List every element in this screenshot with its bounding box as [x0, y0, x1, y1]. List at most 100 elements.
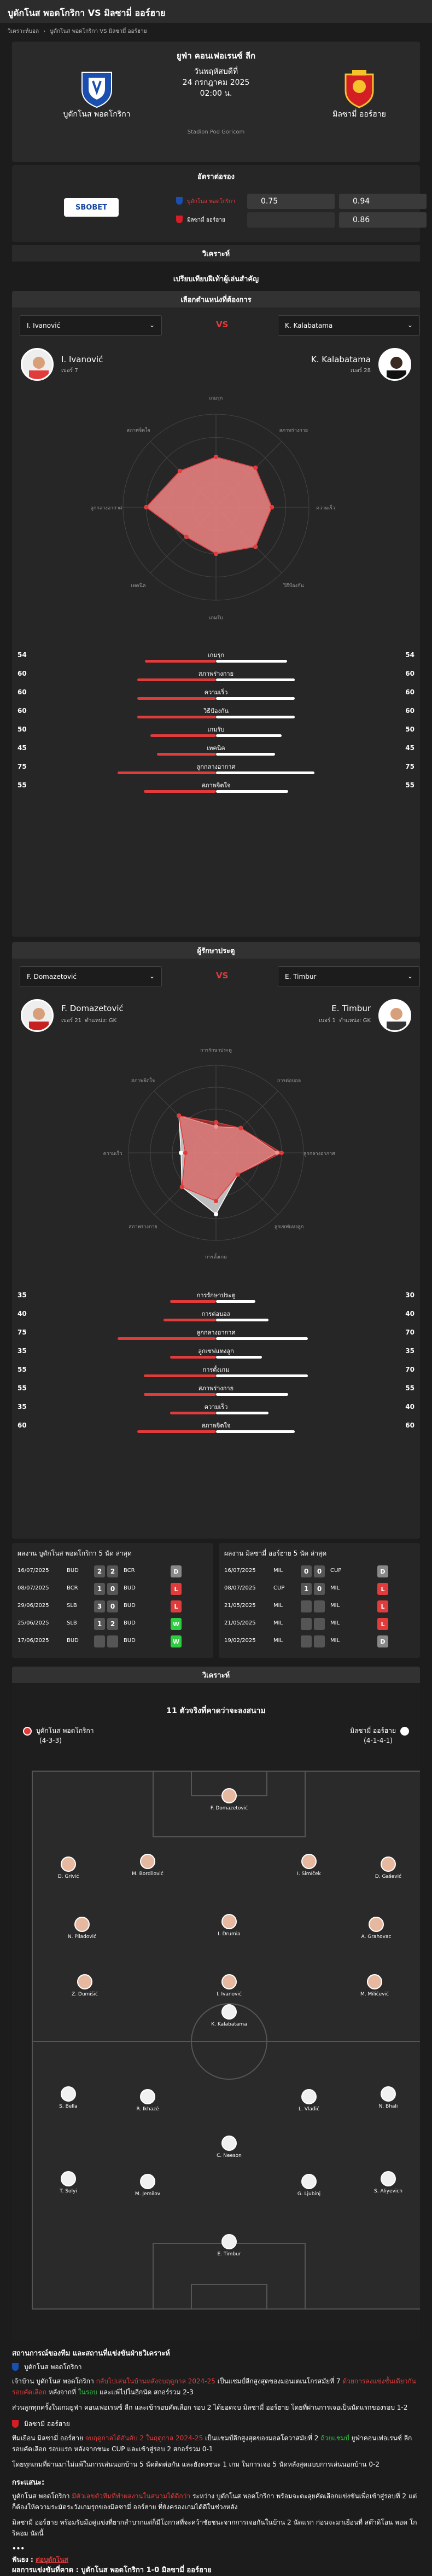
lineup-tab[interactable]: วิเคราะห์	[12, 245, 420, 262]
lineup-player[interactable]: G. Ljubinj	[284, 2174, 334, 2197]
stat-home-value: 50	[17, 726, 27, 733]
stat-home-value: 54	[17, 651, 27, 659]
lineup-player[interactable]: R. Ikhazé	[123, 2089, 172, 2112]
odds-row-home: บูดักโนส พอดโกริกา 0.75 0.94	[176, 194, 427, 209]
lineup-player[interactable]: M. Jemilov	[123, 2174, 172, 2197]
stat-away-value: 40	[405, 1403, 415, 1411]
lineup-player[interactable]: D. Grivić	[44, 1856, 93, 1879]
odds-away-price[interactable]: 0.86	[339, 212, 427, 228]
home-player-select[interactable]: I. Ivanović ⌄	[20, 315, 162, 336]
odds-home-price[interactable]: 0.94	[339, 194, 427, 209]
lineup-player[interactable]: I. Drumia	[205, 1914, 254, 1937]
stat-label: วิธีป้องกัน	[203, 707, 229, 715]
stat-away-value: 60	[405, 688, 415, 696]
radar-label: สภาพร่างกาย	[129, 1225, 157, 1230]
stat-away-bar	[216, 1356, 262, 1359]
player-avatar	[77, 1974, 92, 1989]
stat-home-bar	[145, 660, 216, 663]
lineup-player[interactable]: E. Timbur	[205, 2234, 254, 2257]
form-row[interactable]: 08/07/2025 BCR 1 0 BUD L	[12, 1581, 213, 1597]
lineup-player[interactable]: N. Piladović	[57, 1917, 107, 1940]
odds-row-away: มิลซามี่ ออร์ฮาย 0.86	[176, 212, 427, 228]
home-player-avatar	[21, 348, 54, 381]
home-team-name[interactable]: บูดักโนส พอดโกริกา	[63, 110, 131, 119]
odds-home-team: บูดักโนส พอดโกริกา	[187, 198, 235, 205]
recent-form: ผลงาน บูดักโนส พอดโกริกา 5 นัด ล่าสุด 16…	[12, 1543, 420, 1663]
odds-home-handicap[interactable]: 0.75	[247, 194, 335, 209]
radar-label: เกมรุก	[209, 396, 223, 401]
form-row[interactable]: 16/07/2025 MIL 0 0 CUP D	[219, 1564, 420, 1579]
lineup-player[interactable]: N. Bhali	[364, 2086, 413, 2109]
lineup-player[interactable]: C. Neeson	[205, 2136, 254, 2159]
lineup-player[interactable]: M. Miličević	[350, 1974, 399, 1997]
away-team-name[interactable]: มิลซามี่ ออร์ฮาย	[332, 110, 386, 119]
breadcrumb-current: บูดักโนส พอดโกริกา VS มิลซามี่ ออร์ฮาย	[50, 28, 147, 34]
player-avatar	[301, 1854, 317, 1869]
player-avatar	[367, 1974, 382, 1989]
form-team-1: BUD	[67, 1638, 79, 1644]
form-row[interactable]: 29/06/2025 SLB 3 0 BUD L	[12, 1599, 213, 1614]
lineup-player[interactable]: I. Simíček	[284, 1854, 334, 1877]
stat-home-value: 55	[17, 1384, 27, 1392]
odds-away-handicap[interactable]	[247, 212, 335, 228]
lineup-player[interactable]: T. Solyi	[44, 2171, 93, 2194]
form-row[interactable]: 25/06/2025 SLB 1 2 BUD W	[12, 1616, 213, 1632]
stat-label: การตั้งเกม	[202, 1366, 230, 1373]
player-name: S. Aliyevich	[374, 2189, 402, 2194]
form-score-1: 2	[94, 1565, 105, 1577]
away-formation: (4-1-4-1)	[364, 1737, 393, 1744]
form-row[interactable]: 08/07/2025 CUP 1 0 MIL L	[219, 1581, 420, 1597]
form-date: 17/06/2025	[17, 1638, 49, 1644]
form-row[interactable]: 19/02/2025 MIL MIL D	[219, 1634, 420, 1649]
form-result-badge: L	[171, 1583, 182, 1595]
breadcrumb-home-link[interactable]: วิเคราะห์บอล	[8, 28, 39, 34]
home-gk-select[interactable]: F. Domazetović ⌄	[20, 966, 162, 987]
stat-home-bar	[118, 1337, 216, 1340]
form-team-2: MIL	[330, 1620, 340, 1626]
stat-away-value: 50	[405, 726, 415, 733]
lineup-player[interactable]: K. Kalabatama	[205, 2004, 254, 2027]
bookmaker-logo[interactable]: SBOBET	[64, 198, 119, 217]
form-row[interactable]: 17/06/2025 BUD BUD W	[12, 1634, 213, 1649]
player-avatar	[74, 1917, 90, 1932]
lineup-player[interactable]: A. Grahovac	[352, 1917, 401, 1940]
stat-label: ลูกกลางอากาศ	[196, 763, 236, 770]
stat-home-value: 55	[17, 781, 27, 789]
form-team-2: MIL	[330, 1603, 340, 1609]
radar-label: ความเร็ว	[103, 1150, 122, 1157]
radar-label: สภาพจิตใจ	[131, 1077, 155, 1083]
lineup-player[interactable]: S. Bella	[44, 2086, 93, 2109]
lineup-player[interactable]: M. Bordilović	[123, 1854, 172, 1877]
player-name: I. Ivanović	[217, 1992, 242, 1997]
stat-away-value: 60	[405, 1422, 415, 1429]
form-team-1: MIL	[273, 1620, 283, 1626]
form-row[interactable]: 21/05/2025 MIL MIL L	[219, 1616, 420, 1632]
home-formation: (4-3-3)	[39, 1737, 62, 1744]
away-paragraph-2: โดยทุกเกมที่ผ่านมาไม่แพ้ในการเล่นนอกบ้าน…	[12, 2461, 380, 2468]
form-result-badge: L	[377, 1583, 388, 1595]
away-player-name: K. Kalabatama	[311, 355, 371, 364]
lineup-player[interactable]: L. Vlađić	[284, 2089, 334, 2112]
away-player-avatar	[378, 348, 411, 381]
away-gk-name: E. Timbur	[331, 1003, 371, 1013]
away-player-select[interactable]: K. Kalabatama ⌄	[278, 315, 420, 336]
radar-label: สภาพจิตใจ	[127, 427, 150, 433]
mf-compare-panel: เลือกตำแหน่งที่ต้องการ I. Ivanović ⌄ VS K…	[12, 291, 420, 937]
form-row[interactable]: 21/05/2025 MIL MIL L	[219, 1599, 420, 1614]
stat-label: สภาพร่างกาย	[198, 670, 234, 677]
lineup-player[interactable]: I. Ivanović	[205, 1974, 254, 1997]
player-avatar	[61, 1856, 76, 1872]
lineup-player[interactable]: F. Domazetović	[205, 1788, 254, 1811]
radar-label: การตั้งเกม	[205, 1253, 227, 1260]
stat-home-value: 40	[17, 1310, 27, 1318]
form-row[interactable]: 16/07/2025 BUD 2 2 BCR D	[12, 1564, 213, 1579]
stat-away-value: 60	[405, 707, 415, 715]
lineup-player[interactable]: D. Gašević	[364, 1856, 413, 1879]
form-score-2: 0	[314, 1565, 325, 1577]
away-gk-select[interactable]: E. Timbur ⌄	[278, 966, 420, 987]
lineup-player[interactable]: S. Aliyevich	[364, 2171, 413, 2194]
lineup-player[interactable]: Z. Dumišić	[60, 1974, 109, 1997]
form-date: 08/07/2025	[224, 1585, 256, 1591]
home-paragraph-2: ส่วนลูกทุกครั้งในเกมยูฟ่า คอนเฟอเรนซ์ ลี…	[12, 2404, 408, 2411]
match-header: ยูฟ่า คอนเฟอเรนซ์ ลีก วันพฤหัสบดีที่ 24 …	[12, 42, 420, 162]
